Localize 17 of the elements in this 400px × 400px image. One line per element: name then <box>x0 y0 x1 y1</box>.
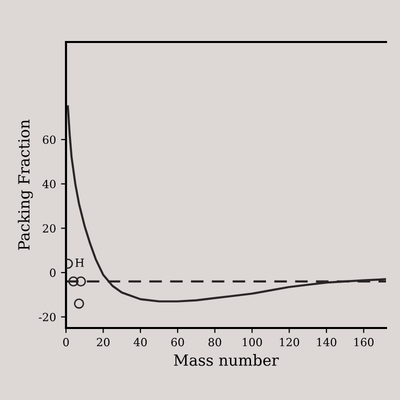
y-tick-label: 60 <box>42 136 56 144</box>
y-tick-label: 0 <box>50 268 56 277</box>
x-tick-label: 40 <box>134 338 147 346</box>
x-tick-label: 20 <box>96 338 110 346</box>
x-tick-label: 0 <box>63 338 69 346</box>
y-tick-label: 20 <box>42 224 56 233</box>
x-tick-label: 80 <box>208 338 222 346</box>
x-tick-label: 120 <box>280 338 300 346</box>
x-axis-title: Mass number <box>174 354 279 366</box>
x-tick-label: 100 <box>242 338 262 346</box>
x-tick-label: 140 <box>317 338 336 346</box>
y-axis-title: Packing Fraction <box>18 120 33 250</box>
y-tick-label: -20 <box>38 312 56 322</box>
annotation: H <box>75 258 84 267</box>
x-tick-label: 160 <box>354 338 374 346</box>
x-tick-label: 60 <box>171 338 184 346</box>
y-tick-label: 40 <box>42 180 56 188</box>
